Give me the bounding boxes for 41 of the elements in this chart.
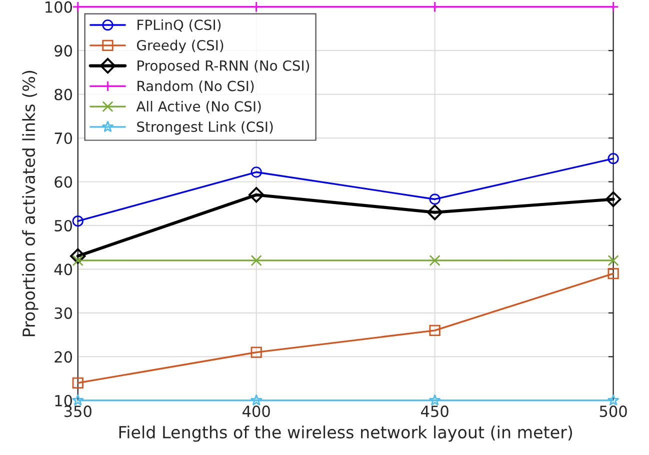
legend-label: FPLinQ (CSI) bbox=[138, 19, 221, 32]
point bbox=[605, 191, 622, 208]
point bbox=[250, 166, 262, 178]
x-tick-label: 450 bbox=[420, 406, 448, 418]
point bbox=[429, 194, 440, 205]
point bbox=[426, 204, 443, 220]
x-tick-label: 500 bbox=[600, 406, 627, 418]
legend-label: Random (No CSI) bbox=[138, 80, 254, 93]
x-tick-label: 400 bbox=[242, 406, 270, 418]
point bbox=[607, 394, 620, 406]
point bbox=[429, 254, 440, 266]
point bbox=[250, 394, 262, 406]
legend-label: Greedy (CSI) bbox=[136, 40, 224, 54]
y-tick-label: 90 bbox=[54, 45, 72, 57]
y-tick-label: 10 bbox=[55, 394, 72, 406]
legend-label: Proposed R-RNN (No CSI) bbox=[138, 60, 310, 74]
point bbox=[250, 346, 262, 358]
y-tick-label: 60 bbox=[54, 176, 72, 188]
point bbox=[72, 377, 84, 388]
y-tick-label: 80 bbox=[54, 88, 72, 100]
y-tick-label: 50 bbox=[54, 220, 72, 232]
point bbox=[429, 324, 440, 336]
point bbox=[608, 268, 619, 280]
y-tick-label: 30 bbox=[54, 307, 72, 319]
point bbox=[608, 153, 619, 164]
point bbox=[72, 394, 84, 406]
legend-label: Strongest Link (CSI) bbox=[137, 121, 273, 135]
point bbox=[248, 187, 264, 203]
x-axis-title: Field Lengths of the wireless network layout (in meter) bbox=[119, 426, 572, 442]
point bbox=[250, 254, 262, 266]
y-tick-label: 20 bbox=[54, 351, 72, 363]
legend-label: All Active (No CSI) bbox=[136, 100, 261, 114]
point bbox=[428, 394, 441, 406]
y-axis-title: Proportion of activated links (%) bbox=[22, 70, 38, 336]
y-tick-label: 100 bbox=[46, 1, 72, 13]
point bbox=[70, 248, 86, 264]
y-tick-label: 70 bbox=[54, 132, 72, 144]
point bbox=[72, 216, 84, 227]
x-tick-label: 350 bbox=[64, 406, 92, 418]
point bbox=[608, 254, 619, 266]
y-tick-label: 40 bbox=[54, 264, 72, 276]
